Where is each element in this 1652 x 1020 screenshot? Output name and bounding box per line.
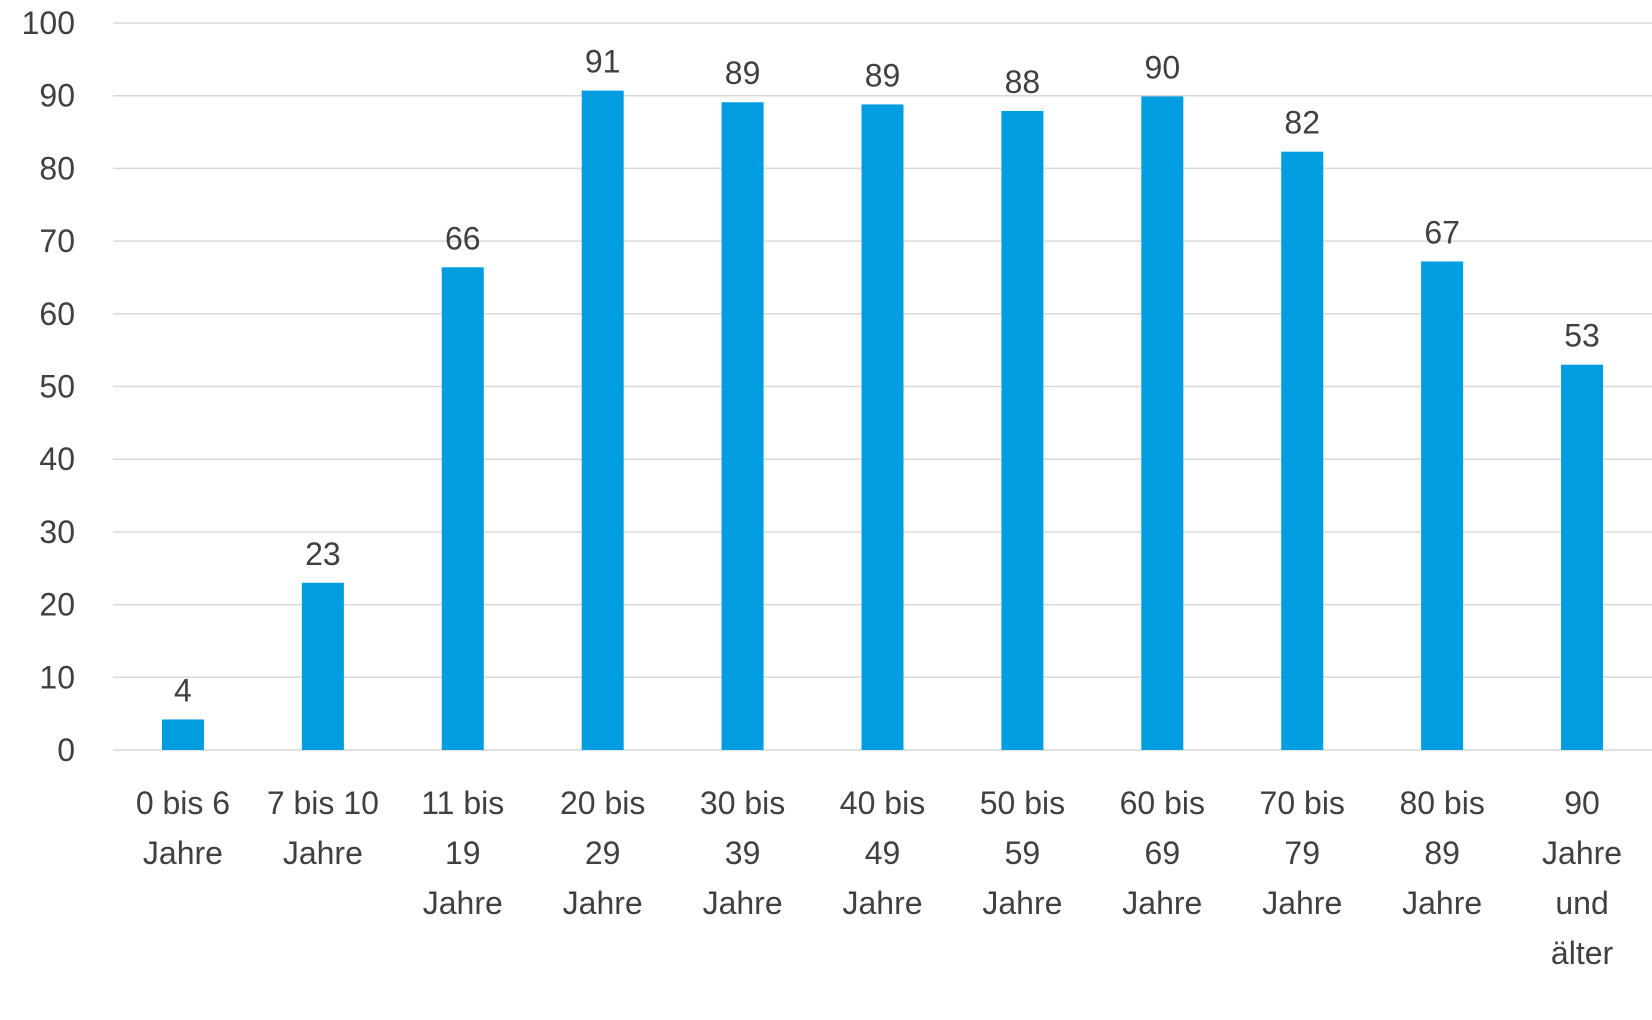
x-category-label-line: 89	[1424, 835, 1460, 871]
x-category-label-line: Jahre	[842, 885, 922, 921]
x-category-label-line: Jahre	[1262, 885, 1342, 921]
x-category-label-line: 59	[1005, 835, 1041, 871]
x-category-label-line: 7 bis 10	[267, 785, 379, 821]
data-label: 4	[174, 672, 192, 708]
x-category-label-line: Jahre	[1122, 885, 1202, 921]
x-category-label: 90 Jahre und älter	[1542, 785, 1622, 971]
x-category-label-line: Jahre	[1542, 835, 1622, 871]
y-tick-label: 10	[39, 659, 75, 695]
data-label: 82	[1284, 105, 1320, 141]
bar	[1001, 110, 1044, 751]
x-category-label-line: Jahre	[563, 885, 643, 921]
x-category-label-line: 39	[725, 835, 761, 871]
bar	[861, 104, 904, 750]
data-label: 23	[305, 536, 341, 572]
y-tick-label: 20	[39, 587, 75, 623]
x-category-label-line: 30 bis	[700, 785, 785, 821]
bar	[721, 102, 764, 751]
y-tick-label: 80	[39, 150, 75, 186]
x-category-label-line: und	[1555, 885, 1608, 921]
x-category-label-line: 90	[1564, 785, 1600, 821]
x-category-label-line: Jahre	[703, 885, 783, 921]
data-label: 89	[865, 57, 901, 93]
x-category-label-line: Jahre	[283, 835, 363, 871]
x-category-label: 40 bis 49 Jahre	[840, 785, 925, 921]
x-category-label-line: 69	[1145, 835, 1181, 871]
x-category-label-line: Jahre	[982, 885, 1062, 921]
y-tick-label: 70	[39, 223, 75, 259]
x-category-label: 80 bis 89 Jahre	[1399, 785, 1484, 921]
x-category-label-line: 0 bis 6	[136, 785, 230, 821]
x-category-label-line: 20 bis	[560, 785, 645, 821]
x-category-label-line: 80 bis	[1399, 785, 1484, 821]
y-tick-label: 50	[39, 369, 75, 405]
x-category-label: 70 bis 79 Jahre	[1260, 785, 1345, 921]
y-tick-label: 30	[39, 514, 75, 550]
x-category-label-line: 50 bis	[980, 785, 1065, 821]
x-category-label-line: Jahre	[1402, 885, 1482, 921]
bar	[1421, 261, 1464, 750]
bar	[1281, 151, 1324, 750]
x-category-label-line: 11 bis	[421, 785, 504, 821]
bars	[161, 90, 1604, 751]
x-category-label-line: 60 bis	[1120, 785, 1205, 821]
x-category-label-line: 29	[585, 835, 621, 871]
x-category-label: 50 bis 59 Jahre	[980, 785, 1065, 921]
x-category-label-line: 40 bis	[840, 785, 925, 821]
x-category-label: 30 bis 39 Jahre	[700, 785, 785, 921]
data-labels: 4 23 66 91 89 89 88 90 82 67 53	[174, 44, 1600, 709]
data-label: 91	[585, 44, 621, 80]
bar	[301, 582, 344, 750]
bar	[1561, 364, 1604, 750]
data-label: 53	[1564, 318, 1600, 354]
x-category-label-line: 19	[445, 835, 481, 871]
y-tick-label: 90	[39, 78, 75, 114]
x-category-label: 11 bis 19 Jahre	[421, 785, 504, 921]
y-tick-label: 100	[22, 5, 75, 41]
y-tick-label: 60	[39, 296, 75, 332]
y-tick-label: 40	[39, 441, 75, 477]
y-axis-tick-labels: 0 10 20 30 40 50 60 70 80 90 100	[22, 5, 75, 768]
data-label: 89	[725, 55, 761, 91]
x-category-label: 20 bis 29 Jahre	[560, 785, 645, 921]
x-category-label: 0 bis 6 Jahre	[136, 785, 230, 871]
bar	[441, 267, 484, 750]
x-category-label-line: älter	[1551, 935, 1614, 971]
x-category-label-line: Jahre	[423, 885, 503, 921]
x-category-label: 60 bis 69 Jahre	[1120, 785, 1205, 921]
x-category-label-line: 49	[865, 835, 901, 871]
bar	[581, 90, 624, 750]
bar	[1141, 96, 1184, 750]
x-category-label-line: Jahre	[143, 835, 223, 871]
data-label: 90	[1145, 49, 1181, 85]
x-category-label: 7 bis 10 Jahre	[267, 785, 379, 871]
data-label: 67	[1424, 214, 1460, 250]
x-category-label-line: 79	[1284, 835, 1320, 871]
data-label: 66	[445, 220, 481, 256]
y-tick-label: 0	[57, 732, 75, 768]
data-label: 88	[1005, 64, 1041, 100]
x-category-label-line: 70 bis	[1260, 785, 1345, 821]
bar	[161, 719, 204, 750]
